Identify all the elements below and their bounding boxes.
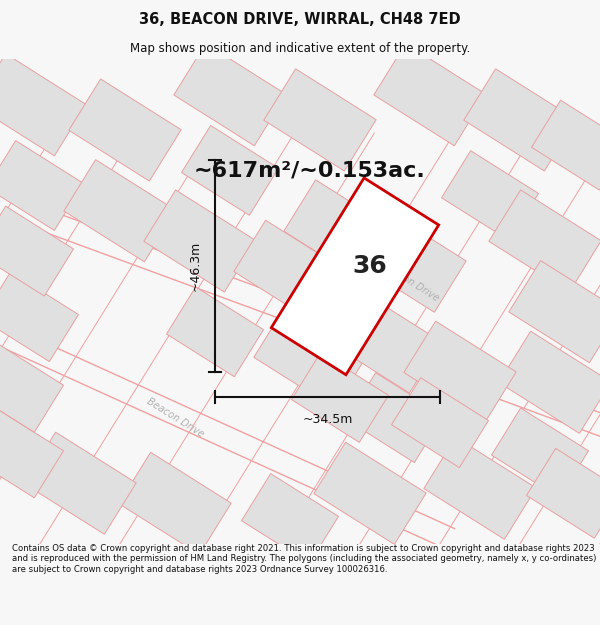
Polygon shape bbox=[499, 331, 600, 433]
Polygon shape bbox=[0, 342, 64, 432]
Polygon shape bbox=[119, 452, 231, 554]
Polygon shape bbox=[234, 220, 346, 322]
Text: Contains OS data © Crown copyright and database right 2021. This information is : Contains OS data © Crown copyright and d… bbox=[12, 544, 596, 574]
Polygon shape bbox=[254, 306, 366, 408]
Polygon shape bbox=[0, 141, 83, 231]
Polygon shape bbox=[489, 190, 600, 292]
Polygon shape bbox=[167, 287, 263, 377]
Text: Map shows position and indicative extent of the property.: Map shows position and indicative extent… bbox=[130, 41, 470, 54]
Polygon shape bbox=[0, 272, 79, 362]
Text: ~617m²/~0.153ac.: ~617m²/~0.153ac. bbox=[194, 161, 426, 181]
Polygon shape bbox=[442, 151, 538, 241]
Polygon shape bbox=[0, 54, 86, 156]
Polygon shape bbox=[314, 442, 426, 544]
Polygon shape bbox=[509, 261, 600, 362]
Polygon shape bbox=[392, 378, 488, 468]
Polygon shape bbox=[527, 448, 600, 538]
Polygon shape bbox=[532, 100, 600, 190]
Polygon shape bbox=[347, 372, 443, 462]
Text: ~34.5m: ~34.5m bbox=[302, 413, 353, 426]
Text: 36: 36 bbox=[353, 254, 388, 278]
Polygon shape bbox=[464, 69, 576, 171]
Polygon shape bbox=[264, 69, 376, 171]
Text: 36, BEACON DRIVE, WIRRAL, CH48 7ED: 36, BEACON DRIVE, WIRRAL, CH48 7ED bbox=[139, 12, 461, 27]
Text: Beacon Drive: Beacon Drive bbox=[145, 396, 205, 439]
Text: Beacon Drive: Beacon Drive bbox=[380, 260, 440, 303]
Polygon shape bbox=[24, 432, 136, 534]
Text: ~46.3m: ~46.3m bbox=[188, 241, 202, 291]
Polygon shape bbox=[69, 79, 181, 181]
Polygon shape bbox=[292, 352, 388, 442]
Polygon shape bbox=[354, 210, 466, 312]
Polygon shape bbox=[182, 126, 278, 215]
Polygon shape bbox=[271, 178, 439, 375]
Polygon shape bbox=[424, 437, 536, 539]
Polygon shape bbox=[144, 190, 256, 292]
Polygon shape bbox=[242, 474, 338, 564]
Polygon shape bbox=[64, 159, 176, 262]
Polygon shape bbox=[491, 408, 589, 498]
Polygon shape bbox=[0, 206, 73, 296]
Polygon shape bbox=[0, 408, 64, 498]
Polygon shape bbox=[374, 44, 486, 146]
Polygon shape bbox=[284, 180, 396, 282]
Polygon shape bbox=[174, 44, 286, 146]
Polygon shape bbox=[404, 321, 516, 423]
Polygon shape bbox=[329, 291, 441, 393]
